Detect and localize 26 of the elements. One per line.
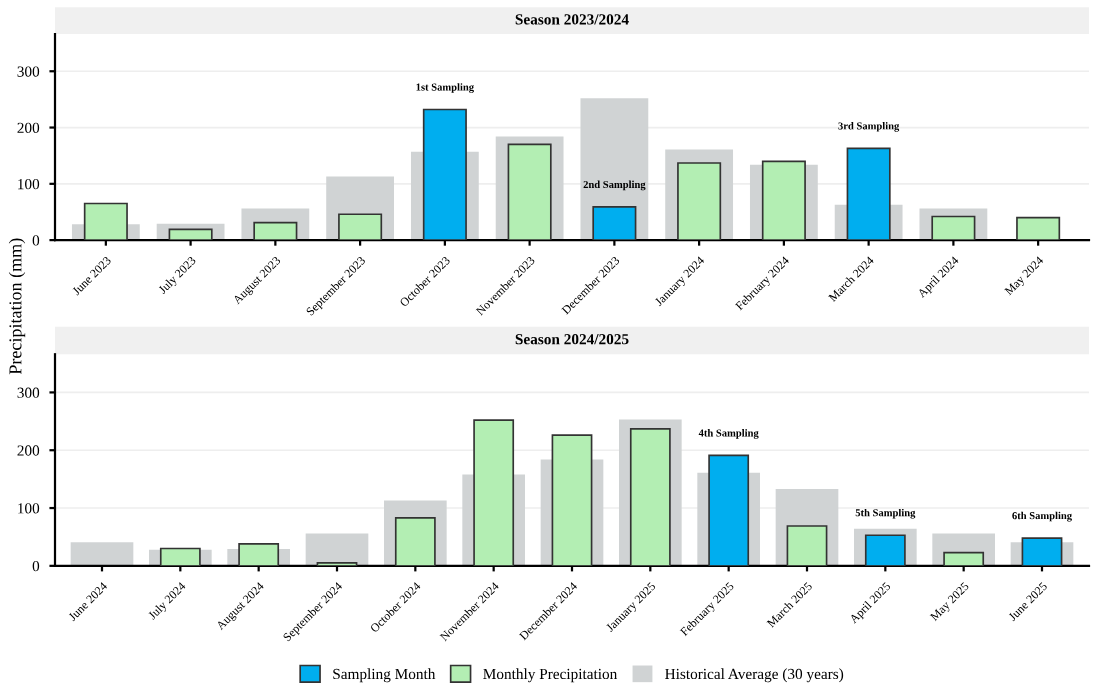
bar: [592, 206, 637, 241]
bar: [864, 534, 906, 566]
bar: [931, 215, 976, 241]
bar: [551, 434, 593, 566]
bar: [708, 454, 750, 566]
bar: [943, 551, 985, 566]
bar: [1021, 537, 1063, 566]
bar: [394, 517, 436, 566]
bar: [507, 143, 552, 241]
bar: [159, 547, 201, 566]
bar: [1016, 216, 1061, 241]
y-axis-title: Precipitation (mm): [8, 238, 26, 375]
bar: [473, 419, 515, 566]
bar: [422, 108, 467, 241]
bar: [786, 525, 828, 566]
bar: [305, 533, 369, 566]
bar: [846, 147, 891, 241]
bar: [629, 428, 671, 566]
bar: [338, 213, 383, 241]
bar: [761, 160, 806, 241]
bar: [238, 543, 280, 566]
bar: [83, 202, 128, 241]
bar: [168, 228, 213, 241]
bar: [677, 162, 722, 241]
bar: [70, 542, 134, 566]
bar: [253, 221, 298, 241]
